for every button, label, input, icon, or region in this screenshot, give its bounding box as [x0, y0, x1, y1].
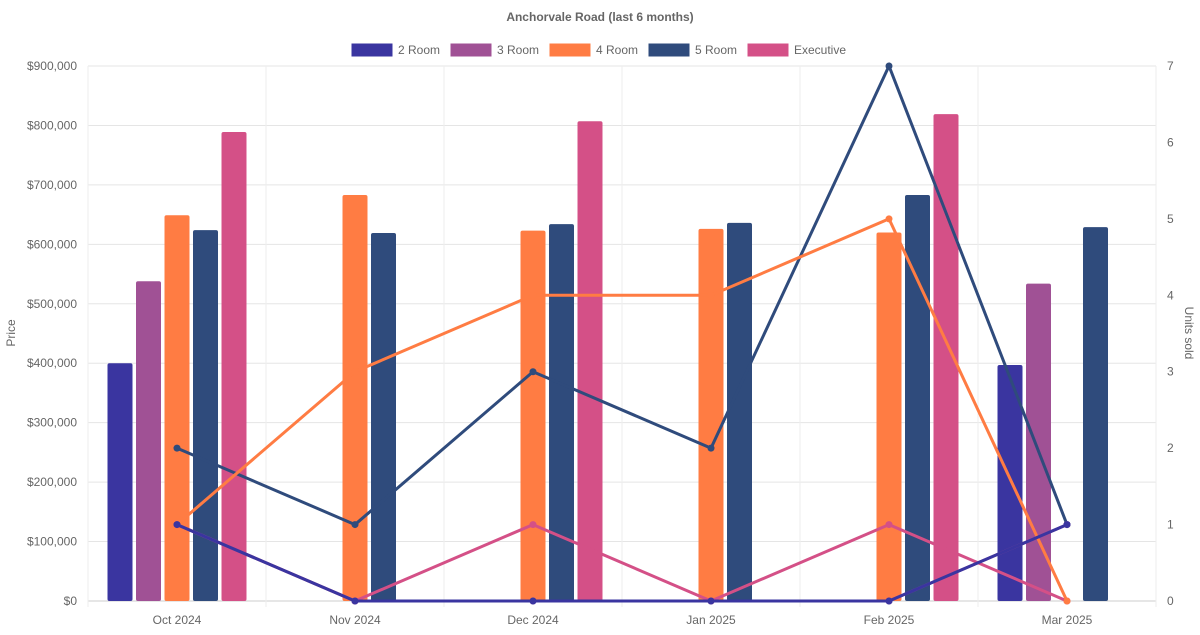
- chart-title: Anchorvale Road (last 6 months): [506, 10, 693, 24]
- line-point[interactable]: [173, 444, 181, 452]
- y2-tick-label: 4: [1167, 288, 1174, 302]
- line-point[interactable]: [351, 521, 359, 529]
- legend-label[interactable]: 4 Room: [596, 43, 638, 57]
- line-point[interactable]: [885, 521, 893, 529]
- bar-2-room[interactable]: [997, 365, 1023, 601]
- y2-tick-label: 7: [1167, 59, 1174, 73]
- legend-swatch[interactable]: [450, 43, 492, 57]
- gridlines: [87, 65, 1157, 607]
- bar-5-room[interactable]: [727, 222, 752, 601]
- x-tick-label: Mar 2025: [1042, 613, 1093, 627]
- line-point[interactable]: [885, 597, 893, 605]
- y-tick-label: $300,000: [27, 416, 77, 430]
- legend-swatch[interactable]: [747, 43, 789, 57]
- y-tick-label: $400,000: [27, 356, 77, 370]
- legend-swatch[interactable]: [549, 43, 591, 57]
- lines: [173, 62, 1071, 605]
- x-tick-label: Nov 2024: [329, 613, 381, 627]
- y2-tick-label: 3: [1167, 365, 1174, 379]
- y-tick-label: $600,000: [27, 237, 77, 251]
- legend-label[interactable]: Executive: [794, 43, 846, 57]
- line-point[interactable]: [707, 444, 715, 452]
- line-2-room: [176, 523, 1068, 603]
- y-tick-label: $0: [64, 594, 78, 608]
- line-point[interactable]: [707, 291, 715, 299]
- y-tick-label: $200,000: [27, 475, 77, 489]
- y-axis-right: 0 1 2 3 4 5 6 7: [1167, 59, 1174, 608]
- legend: 2 Room 3 Room 4 Room 5 Room Executive: [351, 43, 846, 57]
- line-point[interactable]: [529, 597, 537, 605]
- line-point[interactable]: [529, 368, 537, 376]
- y-tick-label: $900,000: [27, 59, 77, 73]
- y-axis-label: Price: [4, 319, 18, 347]
- legend-label[interactable]: 3 Room: [497, 43, 539, 57]
- x-tick-label: Dec 2024: [507, 613, 559, 627]
- y2-tick-label: 5: [1167, 212, 1174, 226]
- legend-swatch[interactable]: [351, 43, 393, 57]
- bar-5-room[interactable]: [371, 233, 396, 602]
- bar-5-room[interactable]: [549, 224, 574, 601]
- line-point[interactable]: [1063, 597, 1071, 605]
- y-tick-label: $700,000: [27, 178, 77, 192]
- line-point[interactable]: [529, 291, 537, 299]
- line-point[interactable]: [351, 368, 359, 376]
- bar-4-room[interactable]: [698, 228, 724, 601]
- bar-4-room[interactable]: [342, 194, 368, 601]
- line-point[interactable]: [173, 521, 181, 529]
- y2-axis-label: Units sold: [1182, 307, 1196, 360]
- bar-3-room[interactable]: [1026, 283, 1051, 601]
- bar-4-room[interactable]: [164, 215, 190, 601]
- x-tick-label: Oct 2024: [153, 613, 202, 627]
- line-point[interactable]: [885, 62, 893, 70]
- bar-4-room[interactable]: [876, 232, 902, 601]
- line-point[interactable]: [1063, 521, 1071, 529]
- legend-label[interactable]: 2 Room: [398, 43, 440, 57]
- line-point[interactable]: [351, 597, 359, 605]
- y-tick-label: $100,000: [27, 535, 77, 549]
- legend-swatch[interactable]: [648, 43, 690, 57]
- y2-tick-label: 0: [1167, 594, 1174, 608]
- bar-executive[interactable]: [577, 121, 603, 602]
- bars: [107, 114, 1108, 602]
- y2-tick-label: 6: [1167, 135, 1174, 149]
- bar-2-room[interactable]: [107, 363, 133, 601]
- y2-tick-label: 2: [1167, 441, 1174, 455]
- line-4-room: [176, 216, 1069, 602]
- bar-executive[interactable]: [221, 131, 247, 601]
- x-tick-label: Feb 2025: [864, 613, 915, 627]
- line-5-room: [176, 62, 1069, 527]
- y-tick-label: $800,000: [27, 118, 77, 132]
- bar-4-room[interactable]: [520, 230, 546, 601]
- bar-executive[interactable]: [933, 114, 959, 602]
- bar-3-room[interactable]: [136, 281, 161, 601]
- bar-5-room[interactable]: [1083, 227, 1108, 601]
- line-point[interactable]: [529, 521, 537, 529]
- line-point[interactable]: [707, 597, 715, 605]
- x-axis: Oct 2024 Nov 2024 Dec 2024 Jan 2025 Feb 2025…: [153, 613, 1093, 627]
- y-axis-left: $0 $100,000 $200,000 $300,000 $400,000 $500,0…: [27, 59, 77, 608]
- legend-label[interactable]: 5 Room: [695, 43, 737, 57]
- x-tick-label: Jan 2025: [686, 613, 736, 627]
- bar-5-room[interactable]: [193, 230, 218, 602]
- line-point[interactable]: [885, 215, 893, 223]
- y-tick-label: $500,000: [27, 297, 77, 311]
- y2-tick-label: 1: [1167, 518, 1174, 532]
